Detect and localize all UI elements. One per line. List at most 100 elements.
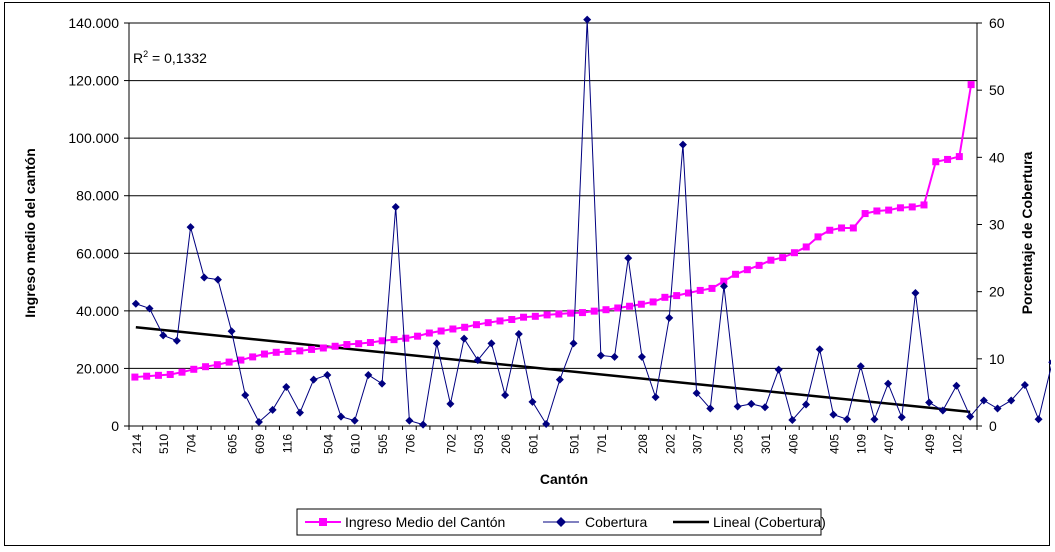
point-cobertura <box>911 289 920 298</box>
point-ingreso <box>649 298 657 306</box>
point-cobertura <box>391 203 400 212</box>
y-left-tick-label: 60.000 <box>76 245 119 261</box>
x-axis-label: Cantón <box>540 471 588 487</box>
point-ingreso <box>284 347 292 355</box>
y-right-tick-label: 40 <box>989 149 1005 165</box>
point-ingreso <box>838 224 846 232</box>
point-cobertura <box>610 352 619 361</box>
legend: Ingreso Medio del Cantón Cobertura Linea… <box>296 508 826 536</box>
point-ingreso <box>166 370 174 378</box>
x-tick-label: 208 <box>636 434 650 454</box>
point-cobertura <box>774 365 783 374</box>
point-cobertura <box>323 370 332 379</box>
point-ingreso <box>720 277 728 285</box>
x-tick-label: 109 <box>855 434 869 454</box>
series-ingreso <box>131 81 975 381</box>
point-cobertura <box>719 282 728 291</box>
point-cobertura <box>706 404 715 413</box>
point-ingreso <box>708 284 716 292</box>
y-left-tick-label: 20.000 <box>76 360 119 376</box>
point-ingreso <box>496 317 504 325</box>
y-left-tick-label: 100.000 <box>68 130 119 146</box>
diamond-marker-icon <box>556 517 566 527</box>
y-axis-left-label: Ingreso medio del cantón <box>22 148 38 318</box>
y-left-tick-label: 120.000 <box>68 73 119 89</box>
point-ingreso <box>826 226 834 234</box>
point-ingreso <box>437 327 445 335</box>
line-ingreso <box>134 84 973 379</box>
x-tick-label: 102 <box>950 434 964 454</box>
x-tick-label: 409 <box>923 434 937 454</box>
point-cobertura <box>159 331 168 340</box>
point-ingreso <box>449 325 457 333</box>
point-ingreso <box>873 207 881 215</box>
point-cobertura <box>938 406 947 415</box>
x-tick-label: 214 <box>130 434 144 454</box>
point-ingreso <box>520 313 528 321</box>
point-cobertura <box>514 329 523 338</box>
plot-area <box>128 22 978 427</box>
right-axis-ticks: 0 10 20 30 40 50 60 <box>977 15 1005 434</box>
point-ingreso <box>743 266 751 274</box>
point-cobertura <box>583 15 592 24</box>
point-cobertura <box>405 416 414 425</box>
x-tick-label: 706 <box>403 434 417 454</box>
point-ingreso <box>555 310 563 318</box>
x-tick-label: 503 <box>472 434 486 454</box>
point-ingreso <box>896 204 904 212</box>
point-cobertura <box>241 391 250 400</box>
point-cobertura <box>501 391 510 400</box>
point-cobertura <box>131 299 140 308</box>
point-cobertura <box>1048 358 1055 367</box>
point-cobertura <box>309 375 318 384</box>
point-ingreso <box>614 304 622 312</box>
x-tick-label: 610 <box>349 434 363 454</box>
point-cobertura <box>419 420 428 429</box>
point-ingreso <box>684 289 692 297</box>
y-axis-right-label: Porcentaje de Cobertura <box>1019 151 1035 314</box>
y-left-tick-label: 40.000 <box>76 303 119 319</box>
x-tick-label: 301 <box>759 434 773 454</box>
point-ingreso <box>767 256 775 264</box>
point-cobertura <box>925 398 934 407</box>
point-cobertura <box>966 412 975 421</box>
legend-label: Cobertura <box>585 514 647 530</box>
point-ingreso <box>272 348 280 356</box>
point-cobertura <box>761 403 769 412</box>
point-cobertura <box>815 345 824 354</box>
point-ingreso <box>355 340 363 348</box>
point-ingreso <box>319 344 327 352</box>
y-right-tick-label: 20 <box>989 284 1005 300</box>
x-tick-label: 202 <box>663 434 677 454</box>
point-ingreso <box>661 293 669 301</box>
x-tick-label: 510 <box>157 434 171 454</box>
point-ingreso <box>414 332 422 340</box>
x-tick-label: 501 <box>568 434 582 454</box>
point-cobertura <box>364 370 373 379</box>
point-ingreso <box>626 302 634 310</box>
point-ingreso <box>637 300 645 308</box>
point-cobertura <box>747 399 756 408</box>
point-cobertura <box>678 140 687 149</box>
x-tick-label: 116 <box>280 434 294 453</box>
point-cobertura <box>897 413 906 422</box>
point-ingreso <box>249 353 257 361</box>
point-cobertura <box>432 339 441 348</box>
point-cobertura <box>1007 396 1016 405</box>
gridlines <box>129 22 977 427</box>
x-tick-label: 206 <box>499 434 513 454</box>
point-ingreso <box>202 363 210 371</box>
point-ingreso <box>131 373 139 381</box>
point-cobertura <box>446 399 455 408</box>
x-tick-label: 601 <box>526 434 540 454</box>
point-ingreso <box>531 312 539 320</box>
point-cobertura <box>282 383 291 392</box>
point-ingreso <box>543 311 551 319</box>
point-ingreso <box>567 309 575 317</box>
point-cobertura <box>952 381 961 390</box>
point-cobertura <box>870 415 879 424</box>
point-cobertura <box>186 223 195 232</box>
point-ingreso <box>814 233 822 241</box>
point-ingreso <box>390 336 398 344</box>
point-cobertura <box>172 336 181 345</box>
